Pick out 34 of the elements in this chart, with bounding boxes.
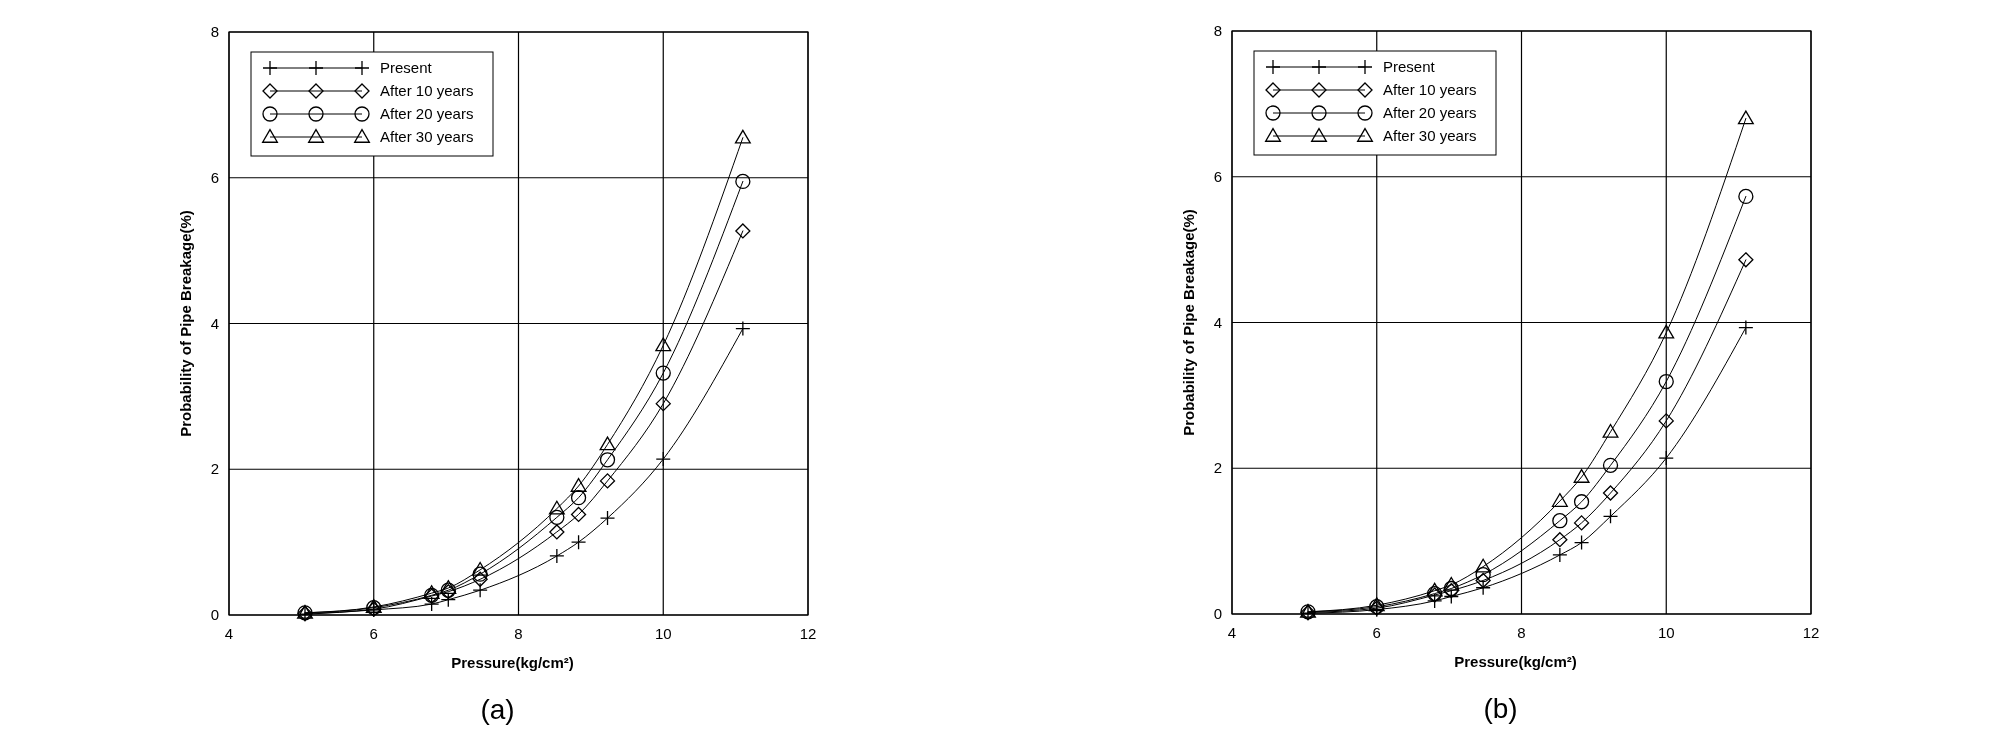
y-tick-label: 8 [210,23,219,40]
x-tick-label: 10 [1657,624,1675,641]
text: (b) [1483,693,1518,724]
x-axis-title: Pressure(kg/cm²) [451,654,574,671]
y-tick-label: 0 [210,606,219,623]
x-tick-label: 4 [1227,624,1237,641]
legend-label: After 20 years [1383,104,1477,121]
x-tick-label: 10 [654,625,672,642]
x-axis-title: Pressure(kg/cm²) [1454,653,1577,670]
y-tick-label: 4 [210,314,219,332]
legend-label: After 30 years [1383,127,1477,144]
x-tick-label: 8 [514,625,523,642]
y-tick-label: 8 [1213,22,1222,39]
legend-label: After 30 years [380,128,474,145]
y-tick-label: 2 [210,460,219,478]
legend-label: Present [380,59,433,76]
y-tick-label: 4 [1213,313,1222,331]
legend-label: Present [1383,58,1436,75]
text: (a) [480,694,515,725]
y-axis-title: Probability of Pipe Breakage(%) [177,210,194,437]
x-tick-label: 12 [1802,624,1820,641]
legend-label: After 10 years [1383,81,1477,98]
x-tick-label: 8 [1517,624,1526,641]
y-tick-label: 0 [1213,605,1222,622]
y-tick-label: 2 [1213,459,1222,477]
x-tick-label: 6 [1372,624,1381,641]
x-tick-label: 4 [224,625,234,642]
y-tick-label: 6 [1213,167,1222,185]
legend-label: After 20 years [380,105,474,122]
y-tick-label: 6 [210,168,219,186]
x-tick-label: 6 [369,625,378,642]
x-tick-label: 12 [799,625,817,642]
legend-label: After 10 years [380,82,474,99]
y-axis-title: Probability of Pipe Breakage(%) [1180,209,1197,436]
